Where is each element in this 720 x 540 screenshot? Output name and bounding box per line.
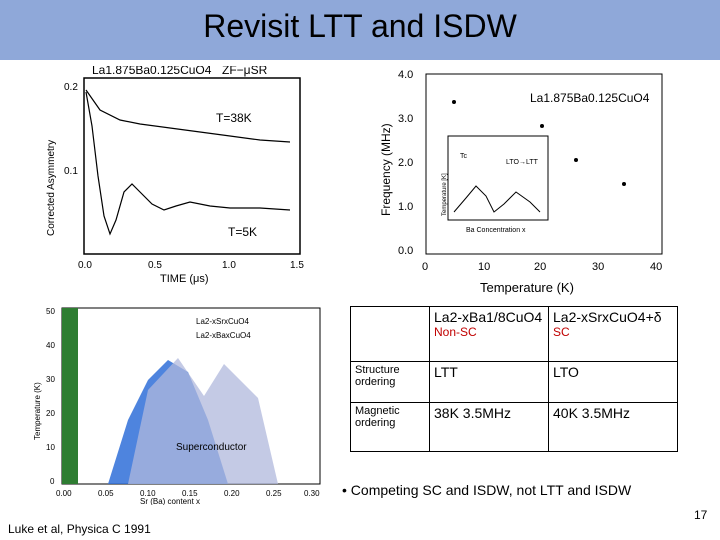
freq-inset-label-tc: Tc [460,153,468,160]
table-row: Structure ordering LTT LTO [350,361,678,403]
freq-ylabel: Frequency (MHz) [379,123,393,216]
musr-compound: La1.875Ba0.125CuO4 [92,66,212,77]
comparison-table: La2-xBa1/8CuO4 Non-SC La2-xSrxCuO4+δ SC … [350,306,678,452]
freq-point [622,182,626,186]
musr-curve-38k [85,89,291,143]
phase-antiferro-region [62,308,78,484]
table-row-label: Structure ordering [350,361,430,403]
title-bar [0,0,720,60]
phase-ytick-1: 40 [46,341,55,350]
phase-legend-sr: La2-xSrxCuO4 [196,317,249,326]
phase-legend-ba: La2-xBaxCuO4 [196,331,251,340]
freq-xtick-4: 40 [650,261,662,273]
phase-diagram: La2-xSrxCuO4 La2-xBaxCuO4 Antiferromagne… [28,300,328,505]
freq-ytick-4: 0.0 [398,245,413,257]
musr-xtick-2: 1.0 [222,260,236,271]
musr-label-5k: T=5K [228,225,257,239]
phase-xtick-2: 0.10 [140,489,156,498]
freq-inset [447,135,549,221]
phase-xtick-6: 0.30 [304,489,320,498]
phase-ytick-0: 50 [46,307,55,316]
phase-ylabel: Temperature (K) [33,382,42,440]
table-header-row: La2-xBa1/8CuO4 Non-SC La2-xSrxCuO4+δ SC [350,306,678,362]
musr-xtick-1: 0.5 [148,260,162,271]
freq-point [540,124,544,128]
phase-xtick-0: 0.00 [56,489,72,498]
bullet-point: • Competing SC and ISDW, not LTT and ISD… [342,482,632,498]
table-cell: LTO [548,361,678,403]
musr-technique: ZF−μSR [222,66,268,77]
freq-point [452,100,456,104]
table-cell: 38K 3.5MHz [429,402,549,452]
table-header-lsco-formula: La2-xSrxCuO4+δ [553,309,662,325]
musr-ylabel: Corrected Asymmetry [46,140,57,236]
freq-xlabel: Temperature (K) [480,280,574,295]
musr-figure: La1.875Ba0.125CuO4 ZF−μSR Corrected Asym… [40,66,310,286]
freq-point [574,158,578,162]
table-header-lbco: La2-xBa1/8CuO4 Non-SC [429,306,549,362]
freq-ytick-3: 1.0 [398,201,413,213]
phase-xtick-1: 0.05 [98,489,114,498]
slide-title: Revisit LTT and ISDW [203,8,517,44]
musr-ytick-1: 0.1 [64,166,78,177]
table-header-lbco-sub: Non-SC [434,325,477,339]
frequency-figure: La1.875Ba0.125CuO4 Frequency (MHz) Tempe… [370,66,670,298]
phase-xtick-4: 0.20 [224,489,240,498]
phase-sc-dome-ba [128,358,278,484]
phase-ytick-3: 20 [46,409,55,418]
freq-compound: La1.875Ba0.125CuO4 [530,91,650,105]
phase-xlabel: Sr (Ba) content x [140,497,200,505]
citation: Luke et al, Physica C 1991 [8,522,151,536]
musr-xtick-3: 1.5 [290,260,304,271]
table-header-lbco-formula: La2-xBa1/8CuO4 [434,309,543,325]
freq-ytick-1: 3.0 [398,113,413,125]
freq-inset-ylabel: Temperature [K] [442,173,448,216]
table-row: Magnetic ordering 38K 3.5MHz 40K 3.5MHz [350,402,678,452]
table-header-lsco: La2-xSrxCuO4+δ SC [548,306,678,362]
phase-xtick-5: 0.25 [266,489,282,498]
phase-xtick-3: 0.15 [182,489,198,498]
musr-ytick-0: 0.2 [64,82,78,93]
musr-xlabel: TIME (μs) [160,273,209,285]
freq-xtick-1: 10 [478,261,490,273]
phase-ytick-4: 10 [46,443,55,452]
table-cell: 40K 3.5MHz [548,402,678,452]
freq-ytick-2: 2.0 [398,157,413,169]
musr-curve-5k [85,91,291,236]
table-header-lsco-sub: SC [553,325,570,339]
freq-xtick-2: 20 [534,261,546,273]
musr-xtick-0: 0.0 [78,260,92,271]
freq-xtick-0: 0 [422,261,428,273]
freq-xtick-3: 30 [592,261,604,273]
phase-sc-label: Superconductor [176,442,247,453]
musr-label-38k: T=38K [216,111,252,125]
freq-inset-curve [453,185,541,213]
phase-ytick-5: 0 [50,477,55,486]
slide-number: 17 [694,508,708,522]
freq-inset-xlabel: Ba Concentration x [466,227,526,234]
phase-ytick-2: 30 [46,375,55,384]
table-cell: LTT [429,361,549,403]
freq-ytick-0: 4.0 [398,69,413,81]
table-row-label: Magnetic ordering [350,402,430,452]
table-corner [350,306,430,362]
freq-inset-label-ltt: LTO→LTT [506,159,539,166]
phase-antiferro-label: Antiferromagnet [84,354,149,364]
